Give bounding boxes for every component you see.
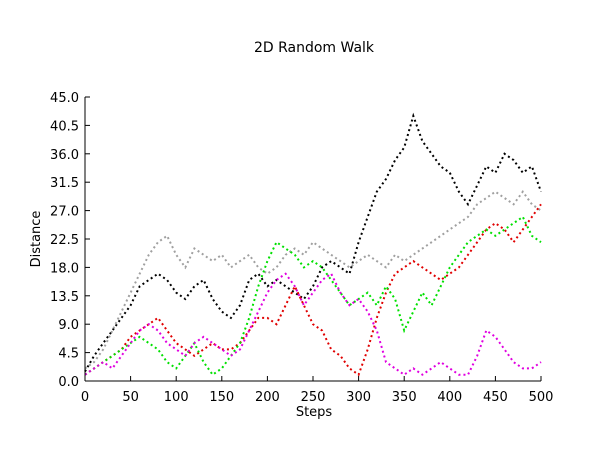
x-tick-label: 250 [301, 390, 326, 405]
y-tick-label: 40.5 [50, 119, 79, 134]
series-line-5 [84, 272, 542, 376]
y-tick-label: 13.5 [50, 290, 79, 305]
series-line-4 [84, 215, 542, 377]
x-tick-label: 150 [209, 390, 234, 405]
x-tick-label: 200 [255, 390, 280, 405]
y-tick-label: 4.5 [58, 347, 79, 362]
x-tick-label: 50 [122, 390, 139, 405]
series-line-2 [84, 189, 542, 370]
y-tick-label: 45.0 [50, 91, 79, 106]
x-tick-label: 350 [392, 390, 417, 405]
series-line-3 [84, 203, 542, 377]
x-tick-label: 100 [164, 390, 189, 405]
series-layer [84, 112, 542, 377]
chart-title: 2D Random Walk [254, 40, 375, 56]
y-tick-label: 36.0 [50, 148, 79, 163]
y-axis-label: Distance [29, 211, 44, 268]
x-tick-label: 450 [483, 390, 508, 405]
series-line-1 [84, 112, 542, 373]
x-tick-label: 400 [437, 390, 462, 405]
y-tick-label: 9.0 [58, 318, 79, 333]
y-tick-label: 0.0 [58, 375, 79, 390]
x-axis-label: Steps [296, 405, 333, 420]
axes-layer [84, 97, 541, 382]
y-tick-label: 27.0 [50, 205, 79, 220]
x-tick-label: 0 [81, 390, 89, 405]
x-tick-label: 300 [346, 390, 371, 405]
x-tick-label: 500 [529, 390, 554, 405]
y-tick-label: 18.0 [50, 261, 79, 276]
ticks-layer: 0 50 100 150 200 250 300 350 400 450 500 0.0 4.5 9.0 1… [50, 91, 553, 405]
y-tick-label: 22.5 [50, 233, 79, 248]
y-tick-label: 31.5 [50, 176, 79, 191]
